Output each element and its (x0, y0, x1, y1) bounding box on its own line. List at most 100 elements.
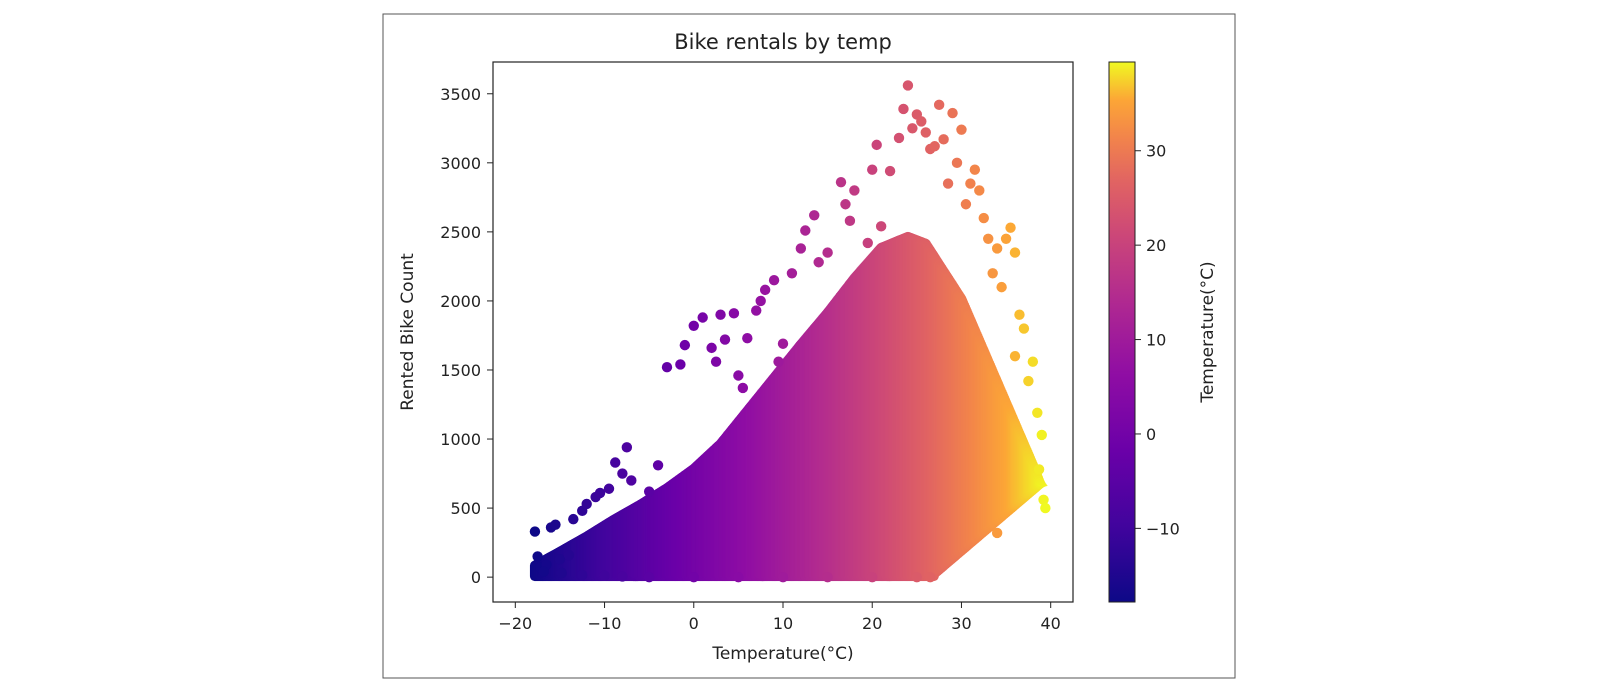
scatter-point (920, 127, 931, 138)
scatter-point (991, 243, 1003, 254)
scatter-point (867, 571, 878, 583)
scatter-point (898, 103, 909, 115)
scatter-point (809, 210, 820, 221)
scatter-point (581, 498, 592, 510)
scatter-point (626, 475, 637, 486)
scatter-point (951, 157, 963, 169)
colorbar-label: Temperature(°C) (1198, 261, 1218, 403)
x-tick-label: 20 (862, 614, 882, 633)
scatter-point (1023, 375, 1034, 387)
scatter-point (621, 442, 633, 453)
scatter-point (710, 356, 722, 367)
scatter-point (884, 165, 896, 177)
scatter-point (875, 221, 887, 232)
scatter-point (1036, 429, 1047, 441)
scatter-point (755, 295, 766, 307)
scatter-point (759, 284, 771, 296)
y-tick-label: 0 (471, 568, 481, 587)
scatter-point (737, 382, 749, 394)
scatter-point (1032, 407, 1043, 418)
scatter-point (1005, 222, 1016, 233)
scatter-point (947, 107, 958, 119)
x-tick-label: −10 (588, 614, 622, 633)
scatter-point (652, 460, 664, 471)
scatter-point (849, 185, 860, 196)
x-axis-label: Temperature(°C) (711, 644, 853, 664)
scatter-point (728, 308, 740, 319)
density-strip (1037, 484, 1048, 487)
scatter-point (907, 123, 918, 134)
scatter-point (969, 164, 981, 175)
scatter-point (987, 268, 998, 279)
scatter-point (538, 566, 550, 577)
scatter-point (568, 513, 579, 525)
scatter-point (1027, 356, 1039, 367)
scatter-point (991, 527, 1003, 539)
scatter-point (697, 312, 708, 323)
scatter-point (661, 362, 673, 373)
scatter-point (1018, 323, 1030, 334)
scatter-point (835, 176, 847, 188)
chart-title: Bike rentals by temp (674, 30, 892, 54)
scatter-point (840, 199, 851, 210)
scatter-point (795, 243, 807, 254)
scatter-point (733, 571, 744, 583)
scatter-point (902, 80, 914, 91)
scatter-point (965, 178, 976, 189)
colorbar-tick-label: 30 (1146, 142, 1166, 161)
scatter-point (929, 141, 940, 152)
x-tick-label: 0 (689, 614, 699, 633)
scatter-point (719, 334, 731, 345)
point-cloud-density (529, 231, 1048, 582)
scatter-point (768, 275, 780, 286)
scatter-point (532, 551, 543, 562)
scatter-point (603, 483, 615, 494)
scatter-point (938, 134, 949, 145)
scatter-point (577, 569, 588, 581)
scatter-point (933, 99, 945, 111)
scatter-point (563, 549, 575, 561)
scatter-point (610, 457, 621, 468)
colorbar-tick-label: 10 (1146, 331, 1166, 350)
scatter-point (1009, 350, 1021, 362)
scatter-point (822, 571, 833, 583)
scatter-point (956, 124, 967, 135)
scatter-point (706, 342, 717, 354)
scatter-point (1040, 502, 1051, 514)
scatter-point (893, 132, 905, 144)
scatter-point (974, 185, 985, 196)
scatter-point (688, 571, 699, 583)
scatter-point (1033, 464, 1045, 475)
y-tick-label: 1500 (440, 361, 481, 380)
scatter-point (916, 116, 927, 127)
x-tick-label: 40 (1041, 614, 1061, 633)
scatter-point (679, 339, 691, 351)
y-tick-label: 500 (450, 499, 481, 518)
colorbar (1108, 61, 1136, 603)
scatter-point (777, 338, 789, 349)
y-tick-label: 2500 (440, 223, 481, 242)
x-tick-label: −20 (498, 614, 532, 633)
scatter-point (556, 567, 567, 579)
colorbar-tick-label: 20 (1146, 236, 1166, 255)
scatter-point (786, 268, 798, 279)
y-axis-label: Rented Bike Count (398, 253, 418, 411)
scatter-point (751, 305, 762, 316)
y-tick-label: 1000 (440, 430, 481, 449)
colorbar-tick-label: −10 (1146, 519, 1180, 538)
scatter-point (960, 199, 972, 210)
scatter-point (978, 212, 989, 224)
scatter-point (643, 486, 655, 497)
scatter-point (800, 225, 811, 236)
scatter-point (1009, 247, 1021, 258)
scatter-point (1000, 233, 1012, 244)
scatter-point (773, 356, 784, 367)
scatter-point (822, 247, 833, 258)
scatter-points (529, 80, 1051, 583)
y-tick-label: 3500 (440, 85, 481, 104)
scatter-point (871, 139, 882, 151)
y-tick-label: 3000 (440, 154, 481, 173)
colorbar-tick-label: 0 (1146, 425, 1156, 444)
scatter-point (1038, 494, 1049, 506)
scatter-point (742, 333, 753, 344)
